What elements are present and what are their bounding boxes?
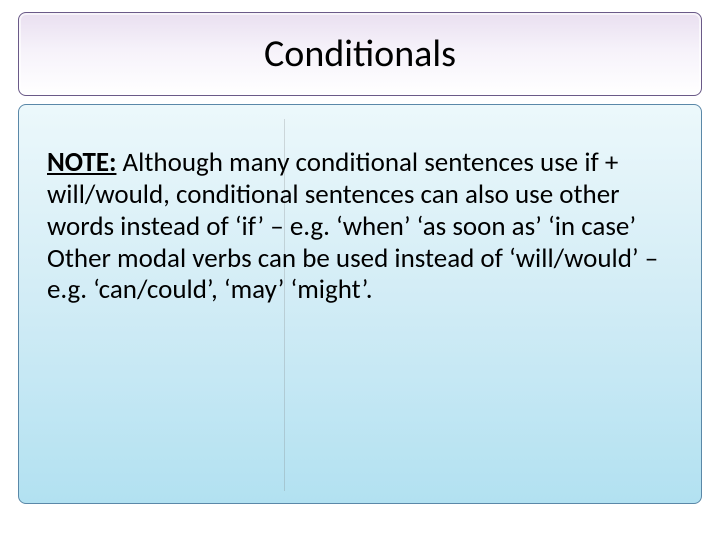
- title-box: Conditionals: [18, 12, 702, 96]
- slide-container: Conditionals NOTE: Although many conditi…: [0, 0, 720, 540]
- body-text: NOTE: Although many conditional sentence…: [47, 147, 673, 306]
- body-box: NOTE: Although many conditional sentence…: [18, 104, 702, 504]
- slide-title: Conditionals: [264, 31, 456, 77]
- body-paragraph: Although many conditional sentences use …: [47, 146, 658, 306]
- note-label: NOTE:: [47, 146, 116, 179]
